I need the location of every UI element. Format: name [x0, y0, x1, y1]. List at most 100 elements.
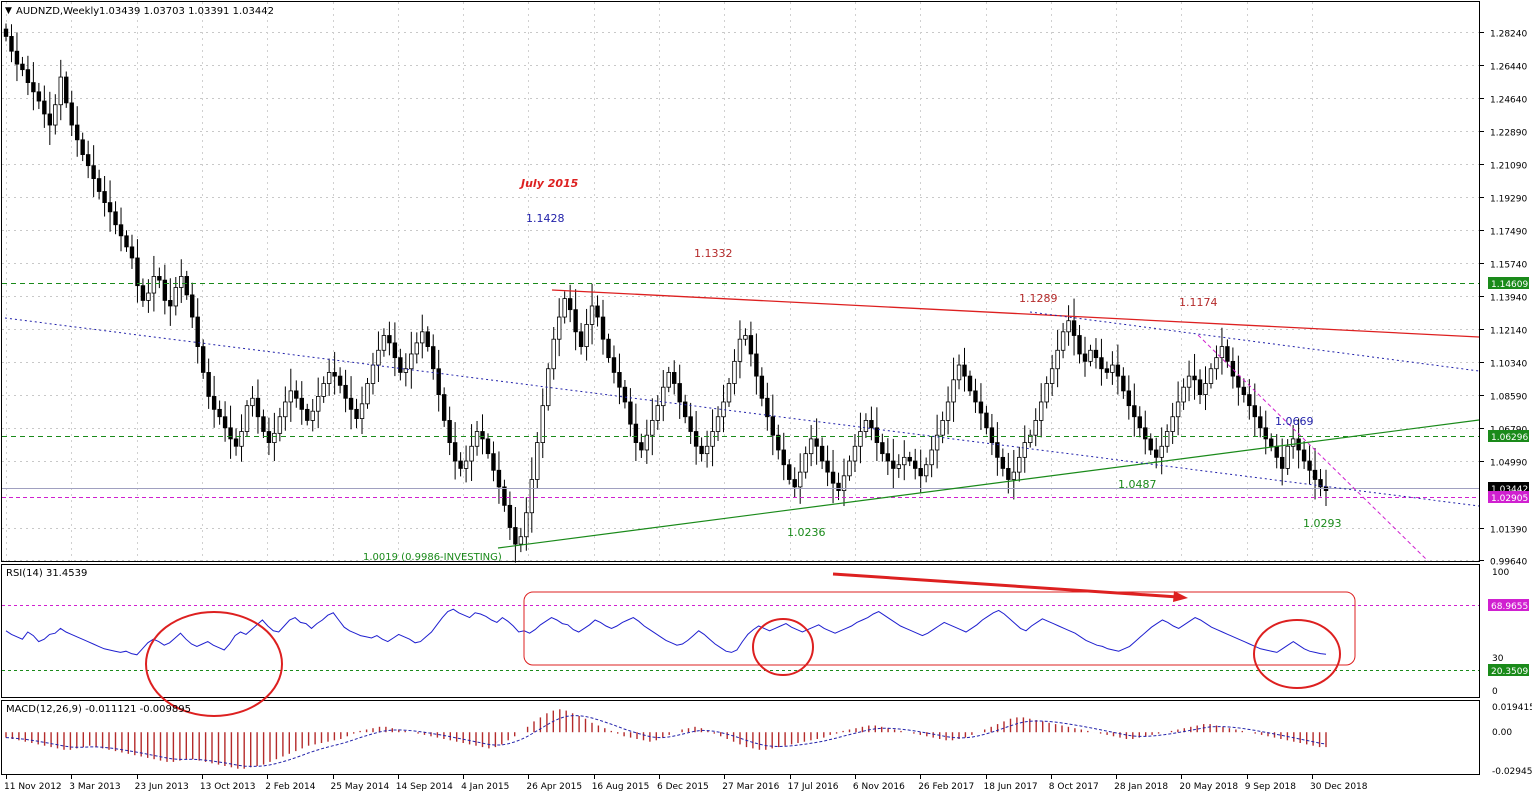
candle — [206, 358, 211, 409]
candle — [496, 451, 502, 504]
candle — [113, 201, 118, 235]
candle — [962, 347, 967, 392]
candle — [85, 140, 91, 179]
candle — [75, 106, 80, 157]
annotation-1-0669: 1.0669 — [1275, 415, 1314, 428]
candle — [381, 328, 387, 357]
candle — [699, 437, 704, 462]
candle — [923, 457, 929, 483]
candle — [315, 377, 321, 429]
candle — [255, 379, 261, 434]
candle — [1093, 338, 1099, 369]
candle — [1307, 445, 1312, 485]
candle — [1017, 446, 1022, 482]
candle — [803, 446, 808, 479]
candle — [80, 132, 85, 162]
candle — [677, 364, 682, 419]
candle — [852, 434, 858, 473]
candle — [1104, 361, 1110, 379]
candle — [107, 180, 113, 232]
candle — [436, 349, 441, 412]
candle — [58, 59, 63, 121]
candle — [387, 321, 392, 356]
candle — [836, 472, 841, 501]
candle — [578, 322, 584, 355]
price-tick-label: 1.22890 — [1490, 129, 1527, 139]
candle — [1164, 424, 1170, 453]
time-label: 9 Sep 2018 — [1245, 782, 1297, 792]
price-tick-label: 1.15740 — [1490, 261, 1527, 271]
candle — [885, 438, 891, 476]
badge-1-02905: 1.02905 — [1491, 494, 1528, 504]
candle — [1148, 433, 1153, 455]
candle — [606, 333, 611, 363]
candle — [447, 406, 452, 456]
candle — [348, 376, 354, 430]
candle — [332, 351, 337, 395]
candle — [217, 400, 222, 425]
badge-1-14609: 1.14609 — [1491, 280, 1528, 290]
candle — [1258, 406, 1263, 438]
candle — [420, 314, 425, 359]
candle — [819, 437, 825, 470]
annotation-1-1332: 1.1332 — [694, 247, 733, 260]
candle — [617, 353, 622, 405]
candle — [891, 438, 896, 489]
candle — [452, 422, 458, 480]
candle — [507, 491, 513, 540]
candle — [64, 71, 69, 108]
candle — [1241, 378, 1247, 403]
candle — [1049, 354, 1055, 396]
candle — [135, 239, 140, 303]
candle — [162, 264, 168, 315]
candle — [737, 320, 743, 379]
candle — [951, 357, 956, 422]
time-label: 6 Nov 2016 — [853, 782, 905, 792]
candle — [294, 380, 299, 408]
candle — [858, 412, 863, 464]
candle — [721, 384, 726, 433]
rsi-line — [5, 608, 1327, 656]
rsi-badge-lower: 20.3509 — [1491, 667, 1528, 677]
candle — [825, 445, 830, 487]
macd-label: MACD(12,26,9) -0.011121 -0.009895 — [6, 704, 191, 715]
candle — [759, 367, 765, 407]
chart-title-triangle: ▼ — [5, 6, 12, 16]
candle — [1290, 425, 1296, 459]
candle — [600, 299, 606, 355]
annotation-1-0236: 1.0236 — [787, 526, 826, 539]
candle — [792, 467, 797, 498]
candle — [1110, 351, 1115, 385]
candle — [710, 409, 715, 467]
candle — [168, 278, 173, 326]
candle — [25, 55, 31, 96]
candle — [1044, 376, 1049, 409]
price-tick-label: 1.13940 — [1490, 294, 1527, 304]
candle — [14, 32, 20, 82]
time-label: 30 Dec 2018 — [1310, 782, 1368, 792]
time-label: 14 Sep 2014 — [396, 782, 453, 792]
rsi-axis-0: 0 — [1492, 687, 1498, 697]
time-label: 25 May 2014 — [331, 782, 390, 792]
grid — [2, 2, 1479, 561]
candle — [310, 399, 315, 432]
candle — [743, 328, 748, 346]
candle — [1028, 429, 1033, 448]
candle — [414, 332, 419, 364]
candle — [42, 85, 47, 128]
candle — [715, 406, 721, 441]
candle — [403, 353, 409, 387]
candle — [666, 366, 671, 393]
candle — [140, 278, 146, 307]
candle — [195, 298, 200, 364]
candle — [458, 452, 463, 477]
candle — [1225, 339, 1230, 368]
time-label: 3 Mar 2013 — [69, 782, 120, 792]
candle — [1137, 406, 1142, 438]
chart-ohlc: 1.03439 1.03703 1.03391 1.03442 — [99, 6, 274, 17]
candle — [200, 339, 206, 379]
candle — [573, 289, 578, 351]
candle — [102, 176, 107, 217]
candle — [1121, 367, 1126, 399]
